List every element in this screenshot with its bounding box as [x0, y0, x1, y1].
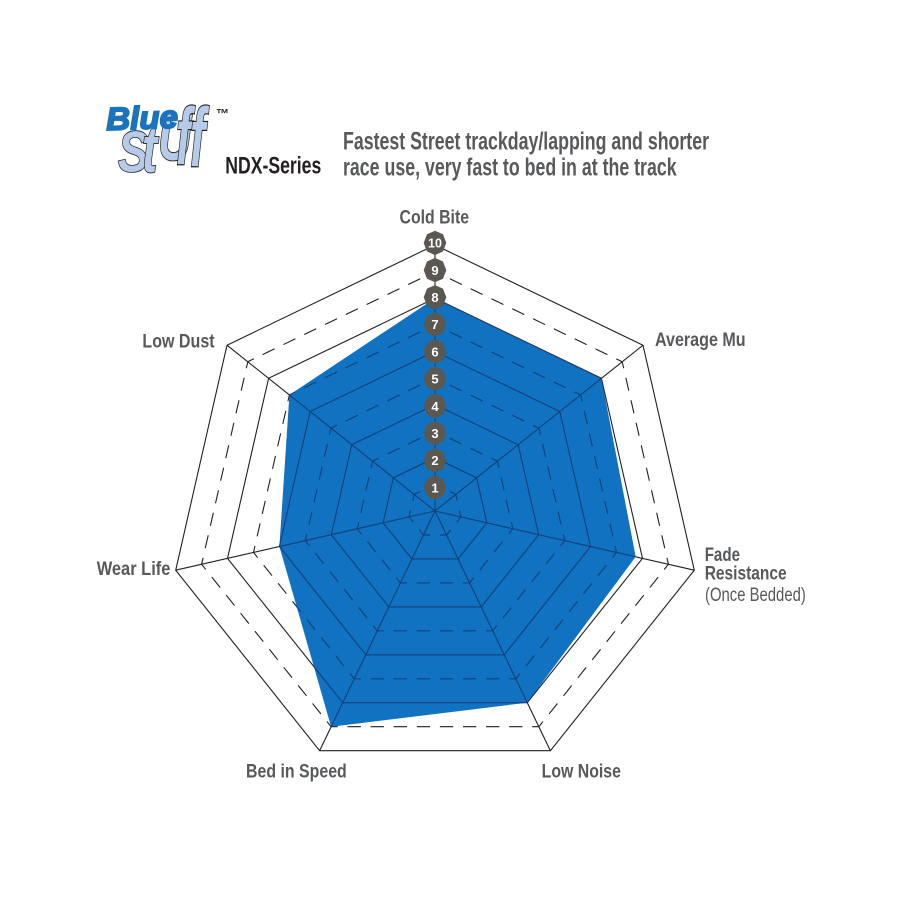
svg-text:f: f [176, 90, 196, 181]
svg-text:4: 4 [431, 399, 439, 414]
svg-text:Resistance: Resistance [705, 563, 787, 585]
svg-text:S: S [118, 121, 149, 185]
svg-text:Bed in Speed: Bed in Speed [246, 760, 347, 782]
svg-text:U: U [158, 102, 193, 175]
svg-text:Wear Life: Wear Life [97, 558, 171, 580]
svg-text:Low Noise: Low Noise [542, 761, 621, 783]
svg-text:5: 5 [431, 372, 438, 387]
svg-text:Cold Bite: Cold Bite [400, 207, 470, 229]
svg-text:1: 1 [431, 480, 438, 495]
svg-text:Blue: Blue [105, 99, 178, 137]
svg-text:Fade: Fade [705, 544, 740, 566]
svg-text:3: 3 [431, 426, 438, 441]
svg-text:(Once Bedded): (Once Bedded) [705, 584, 806, 606]
svg-text:7: 7 [431, 317, 438, 332]
svg-text:8: 8 [431, 290, 438, 305]
svg-text:™: ™ [216, 106, 229, 121]
svg-text:Average Mu: Average Mu [655, 329, 746, 351]
svg-text:Fastest Street trackday/lappin: Fastest Street trackday/lapping and shor… [343, 128, 709, 156]
svg-text:t: t [142, 114, 159, 187]
svg-text:f: f [190, 92, 210, 185]
svg-text:Low Dust: Low Dust [142, 330, 215, 352]
svg-text:6: 6 [431, 344, 438, 359]
svg-text:10: 10 [428, 237, 442, 251]
svg-text:race use, very fast to bed in: race use, very fast to bed in at the tra… [343, 153, 677, 181]
svg-text:2: 2 [431, 453, 438, 468]
svg-text:9: 9 [431, 263, 438, 278]
svg-text:NDX-Series: NDX-Series [225, 153, 321, 180]
